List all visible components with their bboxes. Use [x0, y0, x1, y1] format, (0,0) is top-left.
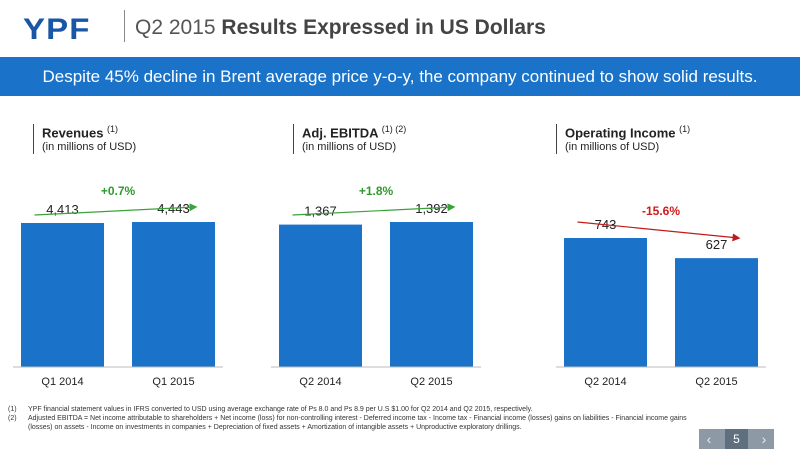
heading-rule	[556, 124, 557, 154]
header: YPF Q2 2015 Results Expressed in US Doll…	[0, 0, 800, 52]
title-divider	[124, 10, 125, 42]
operating-income-unit: (in millions of USD)	[565, 141, 660, 153]
bar	[390, 222, 473, 367]
page-number: 5	[725, 429, 748, 449]
ebitda-footnote-ref: (1) (2)	[381, 124, 407, 134]
headline-banner: Despite 45% decline in Brent average pri…	[0, 57, 800, 96]
change-label: +1.8%	[359, 184, 394, 198]
operating-income-footnote-ref: (1)	[679, 124, 691, 134]
footnote-number: (2)	[8, 415, 17, 422]
title-bold: Results Expressed in US Dollars	[221, 16, 546, 39]
trend-arrow	[292, 203, 456, 216]
slide-pager: ‹ 5 ›	[699, 429, 774, 449]
trend-arrow	[34, 203, 198, 216]
footnote: (1) YPF financial statement values in IF…	[8, 405, 698, 414]
category-label: Q1 2015	[152, 376, 194, 388]
footnote: (2) Adjusted EBITDA = Net income attribu…	[8, 414, 698, 432]
ebitda-title: Adj. EBITDA	[302, 125, 379, 141]
page-title: Q2 2015 Results Expressed in US Dollars	[135, 16, 546, 40]
ebitda-unit: (in millions of USD)	[302, 141, 397, 153]
category-label: Q1 2014	[41, 376, 83, 388]
bar	[132, 222, 215, 367]
category-label: Q2 2014	[299, 376, 341, 388]
category-label: Q2 2014	[584, 376, 626, 388]
chevron-right-icon[interactable]: ›	[761, 431, 767, 447]
bar	[564, 238, 647, 367]
revenues-footnote-ref: (1)	[107, 124, 119, 134]
bar	[279, 224, 362, 367]
title-prefix: Q2 2015	[135, 16, 222, 39]
footnote-text: Adjusted EBITDA = Net income attributabl…	[28, 415, 687, 431]
footnotes: (1) YPF financial statement values in IF…	[8, 405, 698, 432]
category-label: Q2 2015	[695, 376, 737, 388]
chevron-left-icon[interactable]: ‹	[706, 431, 712, 447]
change-label: -15.6%	[642, 204, 680, 218]
ypf-logo: YPF	[23, 13, 91, 46]
footnote-text: YPF financial statement values in IFRS c…	[28, 406, 533, 413]
heading-rule	[293, 124, 294, 154]
footnote-number: (1)	[8, 406, 17, 413]
heading-rule	[33, 124, 34, 154]
operating-income-title: Operating Income	[565, 125, 676, 141]
bar	[21, 222, 104, 367]
revenues-title: Revenues	[42, 125, 104, 141]
value-label: 1,367	[304, 204, 337, 219]
value-label: 627	[706, 237, 728, 252]
revenues-unit: (in millions of USD)	[42, 141, 137, 153]
category-label: Q2 2015	[410, 376, 452, 388]
change-label: +0.7%	[101, 184, 136, 198]
bar	[675, 258, 758, 367]
trend-arrow	[577, 221, 741, 242]
